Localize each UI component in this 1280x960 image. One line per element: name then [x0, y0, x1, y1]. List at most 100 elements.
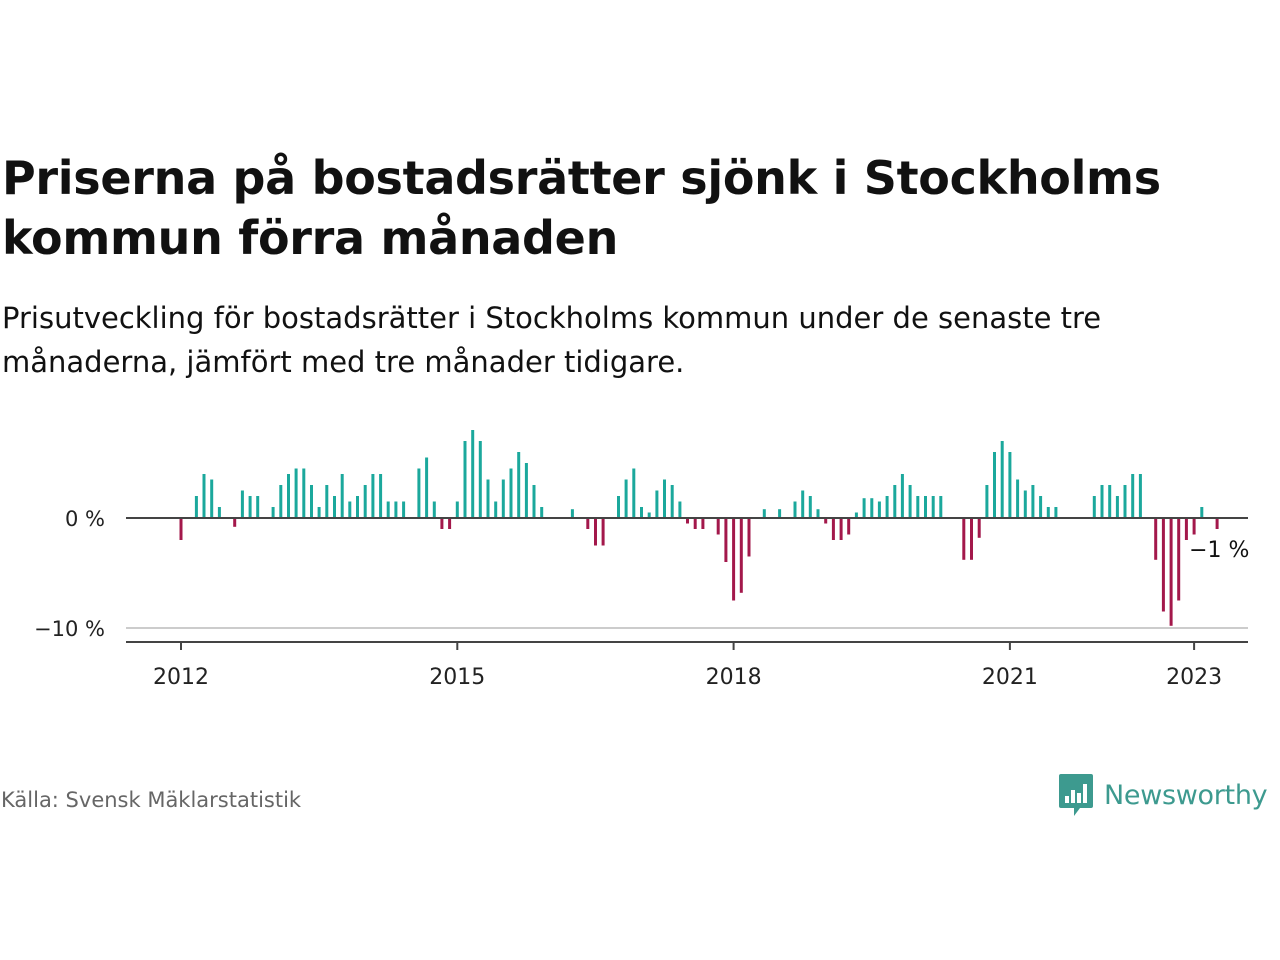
- bar: [1161, 518, 1165, 612]
- bar: [417, 468, 421, 518]
- bar: [724, 518, 728, 562]
- bar: [931, 496, 935, 518]
- bar: [1023, 490, 1027, 518]
- bar: [425, 457, 429, 518]
- bar: [663, 479, 666, 518]
- bar: [647, 512, 651, 518]
- bar: [747, 518, 751, 557]
- bar: [1000, 441, 1004, 518]
- newsworthy-logo-text: Newsworthy: [1104, 779, 1268, 811]
- bar: [1154, 518, 1158, 560]
- bar: [977, 518, 981, 538]
- bar: [793, 501, 797, 518]
- bar: [1054, 507, 1058, 518]
- bar: [586, 518, 590, 529]
- bar: [448, 518, 452, 529]
- newsworthy-logo[interactable]: Newsworthy: [1058, 772, 1268, 818]
- bar: [993, 452, 996, 518]
- bar: [455, 501, 459, 518]
- bar: [924, 496, 927, 518]
- newsworthy-logo-icon: [1059, 774, 1093, 816]
- bar: [402, 501, 406, 518]
- bar: [279, 485, 283, 518]
- bar: [916, 496, 920, 518]
- bar: [893, 485, 897, 518]
- bar: [962, 518, 966, 560]
- bar: [1046, 507, 1050, 518]
- bar: [1192, 518, 1196, 535]
- bar: [808, 496, 812, 518]
- bar: [640, 507, 643, 518]
- bar: [732, 518, 736, 601]
- bar: [1131, 474, 1135, 518]
- bar: [256, 496, 260, 518]
- bar: [839, 518, 843, 540]
- bar: [478, 441, 482, 518]
- bar: [363, 485, 367, 518]
- bars: [179, 430, 1219, 626]
- bar: [862, 498, 866, 518]
- bar: [670, 485, 674, 518]
- x-tick-label: 2015: [429, 665, 485, 690]
- bar-chart: 0 % −10 % 2012 2015 2018 2021 2023 −1 %: [34, 430, 1249, 690]
- bar: [908, 485, 912, 518]
- bar: [1115, 496, 1119, 518]
- bar: [310, 485, 313, 518]
- bar: [194, 496, 198, 518]
- bar: [440, 518, 444, 529]
- bar: [762, 509, 766, 518]
- bar: [333, 496, 336, 518]
- bar: [540, 507, 544, 518]
- bar: [870, 498, 874, 518]
- bar: [778, 509, 782, 518]
- bar: [816, 509, 820, 518]
- bar: [655, 490, 659, 518]
- bar: [831, 518, 835, 540]
- bar: [1123, 485, 1127, 518]
- bar: [202, 474, 206, 518]
- x-tick-label: 2018: [706, 665, 762, 690]
- bar: [985, 485, 989, 518]
- y-tick-label: 0 %: [65, 507, 105, 531]
- bar: [471, 430, 475, 518]
- bar: [1215, 518, 1219, 529]
- bar: [386, 501, 390, 518]
- bar: [379, 474, 383, 518]
- bar: [824, 518, 828, 524]
- bar: [885, 496, 889, 518]
- bar: [854, 512, 858, 518]
- bar: [248, 496, 252, 518]
- bar: [371, 474, 375, 518]
- bar: [217, 507, 221, 518]
- last-value-annotation: −1 %: [1189, 538, 1249, 563]
- bar: [302, 468, 306, 518]
- chart-title: Priserna på bostadsrätter sjönk i Stockh…: [2, 151, 1161, 265]
- bar: [739, 518, 743, 593]
- axes: [126, 517, 1248, 650]
- bar: [970, 518, 973, 560]
- bar: [340, 474, 344, 518]
- bar: [594, 518, 597, 546]
- bar: [624, 479, 628, 518]
- bar: [1039, 496, 1043, 518]
- bar: [1100, 485, 1104, 518]
- bar: [509, 468, 513, 518]
- source-note: Källa: Svensk Mäklarstatistik: [1, 788, 302, 812]
- bar: [1108, 485, 1112, 518]
- bar: [1016, 479, 1020, 518]
- bar: [287, 474, 290, 518]
- bar: [1008, 452, 1012, 518]
- bar: [432, 501, 436, 518]
- bar: [1169, 518, 1173, 626]
- bar: [678, 501, 682, 518]
- bar: [294, 468, 298, 518]
- bar: [617, 496, 620, 518]
- bar: [317, 507, 321, 518]
- bar: [494, 501, 498, 518]
- bar: [1031, 485, 1035, 518]
- bar: [271, 507, 275, 518]
- bar: [900, 474, 904, 518]
- bar: [517, 452, 521, 518]
- bar: [801, 490, 805, 518]
- bar: [877, 501, 881, 518]
